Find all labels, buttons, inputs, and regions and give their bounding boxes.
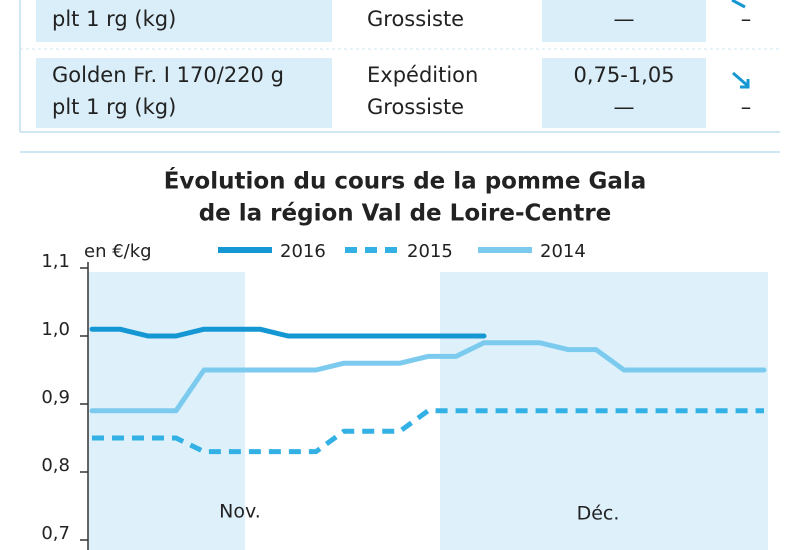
y-tick-label: 0,7 (41, 523, 70, 544)
legend-label: 2015 (407, 241, 453, 262)
y-tick-label: 0,9 (41, 387, 70, 408)
product-cell (36, 0, 332, 42)
y-axis-label: en €/kg (84, 241, 152, 262)
y-tick-label: 0,8 (41, 455, 70, 476)
chart-title: de la région Val de Loire-Centre (199, 201, 612, 227)
series-line (89, 340, 767, 414)
price-cell (542, 58, 706, 128)
product-text: Golden Fr. I 170/220 g (52, 63, 284, 87)
legend-label: 2014 (540, 241, 586, 262)
chart-title: Évolution du cours de la pomme Gala (164, 167, 647, 195)
legend-label: 2016 (280, 241, 326, 262)
month-label: Déc. (577, 503, 620, 525)
price-text: — (614, 95, 635, 119)
y-tick-label: 1,0 (41, 319, 70, 340)
market-text: Expédition (367, 63, 478, 87)
series-line (89, 326, 487, 339)
market-text: Grossiste (367, 95, 464, 119)
month-label: Nov. (219, 501, 261, 523)
price-text: — (614, 7, 635, 31)
trend-text: – (741, 7, 752, 31)
price-cell (542, 0, 706, 42)
trend-arrow (731, 0, 746, 9)
product-cell (36, 58, 332, 128)
price-text: 0,75-1,05 (573, 63, 674, 87)
y-tick-label: 1,1 (41, 251, 70, 272)
trend-arrow (732, 71, 750, 89)
market-text: Grossiste (367, 7, 464, 31)
product-text: plt 1 rg (kg) (52, 7, 176, 31)
product-text: plt 1 rg (kg) (52, 95, 176, 119)
trend-text: – (741, 95, 752, 119)
